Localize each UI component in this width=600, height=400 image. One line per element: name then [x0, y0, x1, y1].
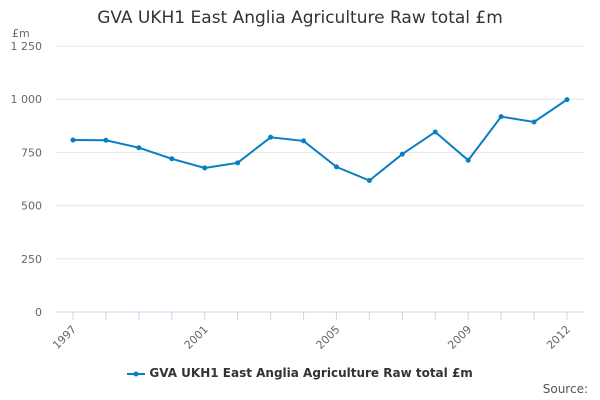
x-tick-label: 2012: [544, 323, 573, 352]
data-point: [169, 156, 175, 162]
data-point: [399, 151, 405, 157]
y-tick-label: 250: [21, 253, 42, 266]
x-tick-label: 1997: [50, 323, 79, 352]
x-tick-label: 2005: [314, 323, 343, 352]
data-point: [70, 137, 76, 143]
data-point: [333, 164, 339, 170]
y-axis-label: £m: [12, 27, 30, 40]
x-tick-label: 2009: [445, 323, 474, 352]
data-point: [103, 137, 109, 143]
data-point: [136, 145, 142, 151]
data-point: [366, 177, 372, 183]
y-tick-label: 1 000: [11, 93, 43, 106]
data-point: [432, 129, 438, 135]
source-label[interactable]: Source:: [542, 382, 588, 396]
y-tick-label: 0: [35, 306, 42, 319]
series-line: [72, 98, 568, 182]
legend-label: GVA UKH1 East Anglia Agriculture Raw tot…: [149, 366, 473, 380]
data-point: [465, 157, 471, 163]
data-point: [301, 138, 307, 144]
legend-marker-icon: [127, 371, 146, 376]
data-point: [531, 119, 537, 125]
data-point: [202, 165, 208, 171]
y-tick-label: 1 250: [11, 40, 43, 53]
data-point: [268, 134, 274, 140]
data-point: [235, 160, 241, 166]
chart-title: GVA UKH1 East Anglia Agriculture Raw tot…: [97, 8, 503, 28]
y-tick-label: 500: [21, 200, 42, 213]
legend[interactable]: GVA UKH1 East Anglia Agriculture Raw tot…: [0, 366, 600, 380]
y-tick-label: 750: [21, 146, 42, 159]
x-tick-label: 2001: [182, 323, 211, 352]
data-point: [564, 97, 570, 103]
data-point: [498, 114, 504, 120]
